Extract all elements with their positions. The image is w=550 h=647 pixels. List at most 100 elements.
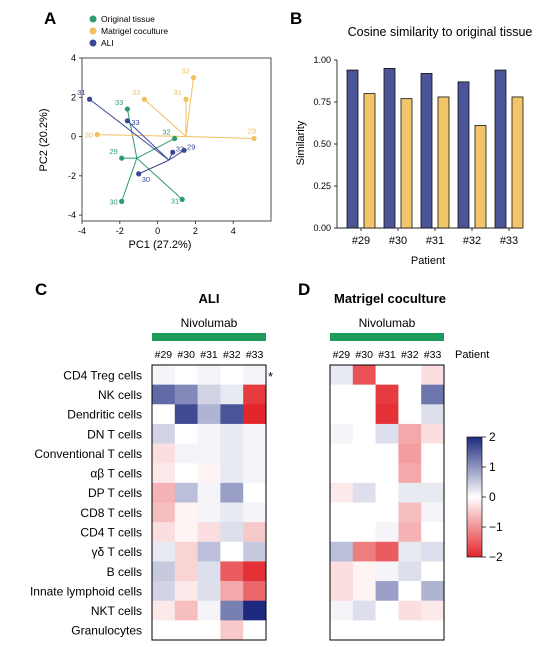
similarity-bar-chart: Cosine similarity to original tissue 0.0… [295,25,532,267]
heatmap-cell [220,502,244,523]
matrigel-heatmap: Matrigel coculture Nivolumab #29 #30 #31 #3… [329,291,489,641]
heatmap-cell [197,482,221,503]
heatmap-cell [152,404,176,425]
heatmap-cell [220,541,244,562]
heatmap-row-label: DN T cells [87,427,142,441]
bar-ali [494,69,507,229]
heatmap-column-label: #29 [155,349,173,361]
bar-ylabel: Similarity [295,120,307,165]
heatmap-cell [375,581,399,602]
heatmap-column-label: #29 [333,349,351,361]
pca-point-ali [86,96,93,102]
heatmap-cell [243,384,267,405]
bar-xtick-group: #29 #30 #31 #32 #33 [352,228,518,247]
heatmap-cell [152,600,176,621]
heatmap-cell [375,365,399,385]
heatmap-cell [152,502,176,523]
heatmap-row-label: CD8 T cells [80,506,142,520]
colorbar-tick-label: −1 [489,520,503,534]
heatmap-cell [375,482,399,503]
heatmap-cell [152,443,176,464]
bar-xtick-label: #29 [352,235,370,247]
heatmap-cell [197,463,221,484]
heatmap-cell [243,482,267,503]
matrigel-group-label: Nivolumab [359,316,416,330]
legend-label-matrigel: Matrigel coculture [101,26,168,36]
heatmap-cell [174,600,198,621]
bar-matrigel [400,98,413,229]
heatmap-cell [243,365,267,385]
pca-connector-matrigel [185,77,195,137]
heatmap-cell [197,404,221,425]
pca-ylabel: PC2 (20.2%) [38,109,50,172]
pca-point-matrigel [141,96,147,102]
heatmap-cell [243,600,267,621]
heatmap-cell [375,463,399,484]
pca-point-ali [181,147,187,153]
pca-connector-matrigel [185,136,255,140]
heatmap-cell [375,404,399,425]
pca-ytick-label: -4 [68,210,76,220]
pca-point-ali [136,171,142,177]
pca-point-label-matrigel: 31 [174,88,182,97]
heatmap-cell [330,541,354,562]
heatmap-cell [243,541,267,562]
heatmap-column-label: #31 [378,349,396,361]
heatmap-cell [398,365,422,385]
pca-point-label-original: 30 [109,197,117,206]
heatmap-cell [421,443,445,464]
pca-point-label-ali: 30 [142,175,150,184]
heatmap-cell [330,482,354,503]
pca-point-label-matrigel: 32 [181,67,189,76]
heatmap-cell [421,404,445,425]
heatmap-cell [398,443,422,464]
bar-matrigel [363,93,376,229]
pca-ytick-label: 4 [71,53,76,63]
heatmap-cell [220,561,244,582]
heatmap-cell [375,502,399,523]
pca-point-original [119,155,125,161]
heatmap-cell [174,561,198,582]
heatmap-cell [197,561,221,582]
heatmap-cell [398,482,422,503]
heatmap-cell [174,384,198,405]
heatmap-cell [152,561,176,582]
heatmap-cell [174,404,198,425]
heatmap-cell [152,581,176,602]
bar-rect-group [346,68,524,229]
pca-connector-ali [89,98,170,161]
pca-point-original [172,135,178,142]
heatmap-cell [220,482,244,503]
ali-row-labels: CD4 Treg cells NK cells Dendritic cells DN … [30,368,142,637]
pca-connector-ali [138,159,170,175]
pca-xtick-label: -2 [116,226,124,236]
heatmap-cell [330,463,354,484]
pca-point-ali [124,118,130,124]
heatmap-cell [243,522,267,543]
heatmap-cell [375,541,399,562]
heatmap-cell [421,463,445,484]
heatmap-cell [398,522,422,543]
heatmap-cell [220,384,244,405]
pca-point-original [119,198,125,204]
pca-point-ali [170,149,176,155]
pca-point-original [124,106,130,112]
heatmap-cell [174,541,198,562]
pca-xtick-label: -4 [78,226,86,236]
heatmap-row-label: DP T cells [88,486,142,500]
matrigel-cell-group [330,365,445,641]
bar-ali [383,68,396,229]
legend-label-ali: ALI [101,38,114,48]
heatmap-cell [220,600,244,621]
panel-b-label: B [290,9,302,28]
heatmap-cell [352,581,376,602]
heatmap-row-label: Conventional T cells [34,447,142,461]
bar-ytick-label: 1.00 [313,55,331,65]
pca-point-label-ali: 32 [176,144,184,153]
heatmap-cell [330,365,354,385]
heatmap-cell [375,600,399,621]
pca-point-matrigel [190,75,197,81]
heatmap-cell [352,404,376,425]
panel-c-label: C [35,280,47,299]
